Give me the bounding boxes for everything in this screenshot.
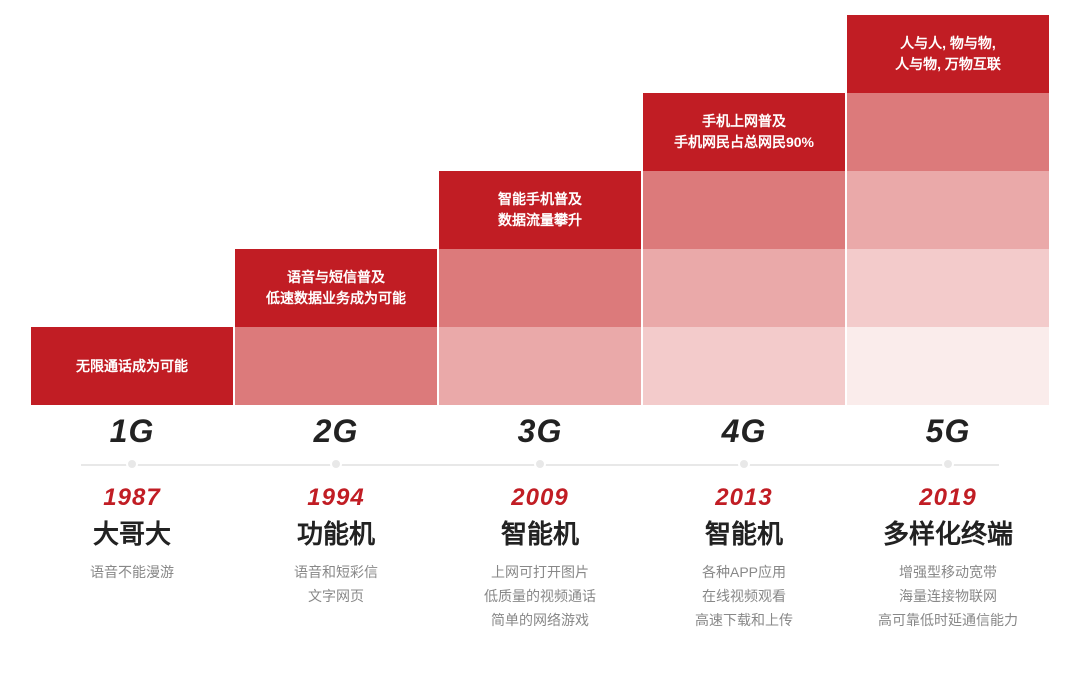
timeline-dot xyxy=(330,458,342,470)
feature-line: 数据流量攀升 xyxy=(498,210,582,231)
description-line: 在线视频观看 xyxy=(642,585,846,609)
description-line: 增强型移动宽带 xyxy=(846,561,1050,585)
description: 语音不能漫游 xyxy=(30,561,234,585)
generation-label: 4G xyxy=(642,413,846,450)
device-label: 多样化终端 xyxy=(846,514,1050,551)
step-column-1G: 无限通话成为可能 xyxy=(31,15,233,405)
step-chart: 无限通话成为可能语音与短信普及低速数据业务成为可能智能手机普及数据流量攀升手机上… xyxy=(30,15,1050,405)
timeline-dot xyxy=(534,458,546,470)
shade-block xyxy=(847,327,1049,405)
year-label: 1994 xyxy=(234,484,438,512)
year-row: 19871994200920132019 xyxy=(30,484,1050,512)
device-label: 大哥大 xyxy=(30,514,234,551)
feature-line: 智能手机普及 xyxy=(498,189,582,210)
feature-line: 人与人, 物与物, xyxy=(900,33,996,54)
year-label: 2009 xyxy=(438,484,642,512)
generation-labels-row: 1G2G3G4G5G xyxy=(30,413,1050,450)
shade-block xyxy=(643,249,845,327)
shade-block xyxy=(235,327,437,405)
shade-block xyxy=(847,171,1049,249)
step-column-5G: 人与人, 物与物,人与物, 万物互联 xyxy=(847,15,1049,405)
description-line: 文字网页 xyxy=(234,585,438,609)
feature-block: 人与人, 物与物,人与物, 万物互联 xyxy=(847,15,1049,93)
description-line: 语音不能漫游 xyxy=(30,561,234,585)
description-row: 语音不能漫游语音和短彩信文字网页上网可打开图片低质量的视频通话简单的网络游戏各种… xyxy=(30,561,1050,632)
shade-block xyxy=(643,171,845,249)
generation-label: 5G xyxy=(846,413,1050,450)
generation-label: 1G xyxy=(30,413,234,450)
description-line: 高速下载和上传 xyxy=(642,609,846,633)
shade-block xyxy=(643,327,845,405)
feature-line: 手机网民占总网民90% xyxy=(674,132,814,153)
description-line: 上网可打开图片 xyxy=(438,561,642,585)
feature-block: 智能手机普及数据流量攀升 xyxy=(439,171,641,249)
generation-label: 3G xyxy=(438,413,642,450)
device-label: 智能机 xyxy=(438,514,642,551)
timeline-dot xyxy=(126,458,138,470)
year-label: 2013 xyxy=(642,484,846,512)
feature-block: 语音与短信普及低速数据业务成为可能 xyxy=(235,249,437,327)
timeline-dot xyxy=(738,458,750,470)
feature-line: 低速数据业务成为可能 xyxy=(266,288,406,309)
device-row: 大哥大功能机智能机智能机多样化终端 xyxy=(30,514,1050,551)
step-column-4G: 手机上网普及手机网民占总网民90% xyxy=(643,15,845,405)
description-line: 高可靠低时延通信能力 xyxy=(846,609,1050,633)
device-label: 智能机 xyxy=(642,514,846,551)
description-line: 各种APP应用 xyxy=(642,561,846,585)
step-column-3G: 智能手机普及数据流量攀升 xyxy=(439,15,641,405)
generation-label: 2G xyxy=(234,413,438,450)
description: 增强型移动宽带海量连接物联网高可靠低时延通信能力 xyxy=(846,561,1050,632)
feature-block: 无限通话成为可能 xyxy=(31,327,233,405)
timeline-row xyxy=(30,458,1050,470)
feature-line: 语音与短信普及 xyxy=(287,267,385,288)
timeline-dot xyxy=(942,458,954,470)
description-line: 语音和短彩信 xyxy=(234,561,438,585)
device-label: 功能机 xyxy=(234,514,438,551)
feature-line: 无限通话成为可能 xyxy=(76,356,188,377)
year-label: 2019 xyxy=(846,484,1050,512)
description-line: 海量连接物联网 xyxy=(846,585,1050,609)
shade-block xyxy=(847,93,1049,171)
description: 语音和短彩信文字网页 xyxy=(234,561,438,609)
feature-line: 人与物, 万物互联 xyxy=(895,54,1001,75)
description-line: 简单的网络游戏 xyxy=(438,609,642,633)
shade-block xyxy=(847,249,1049,327)
shade-block xyxy=(439,249,641,327)
step-column-2G: 语音与短信普及低速数据业务成为可能 xyxy=(235,15,437,405)
feature-line: 手机上网普及 xyxy=(702,111,786,132)
description: 各种APP应用在线视频观看高速下载和上传 xyxy=(642,561,846,632)
shade-block xyxy=(439,327,641,405)
feature-block: 手机上网普及手机网民占总网民90% xyxy=(643,93,845,171)
year-label: 1987 xyxy=(30,484,234,512)
description-line: 低质量的视频通话 xyxy=(438,585,642,609)
description: 上网可打开图片低质量的视频通话简单的网络游戏 xyxy=(438,561,642,632)
